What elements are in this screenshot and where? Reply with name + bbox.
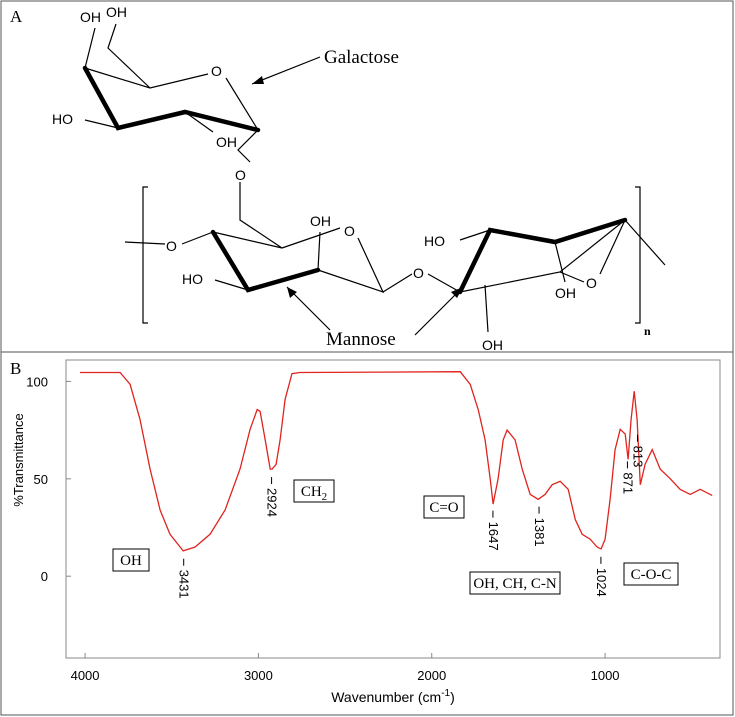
- y-tick-label: 0: [41, 569, 48, 584]
- x-tick-label: 2000: [417, 668, 446, 683]
- group-label-box: [293, 479, 335, 503]
- label-part: -1: [441, 688, 450, 699]
- atom-label: O: [211, 63, 222, 79]
- peak-label: 1381: [532, 518, 547, 547]
- y-tick-label: 100: [26, 374, 48, 389]
- label-part: CH: [301, 484, 322, 500]
- sugar-label: Mannose: [326, 329, 396, 350]
- atom-label: OH: [555, 285, 576, 301]
- peak-label: 2924: [265, 488, 280, 517]
- panel-letter: B: [10, 359, 21, 378]
- bond: [459, 219, 666, 333]
- spectrum-line: [80, 371, 713, 552]
- label-part: OH, CH, C-N: [473, 576, 557, 592]
- group-label: C=O: [429, 500, 458, 516]
- sugar-label: Galactose: [324, 47, 399, 68]
- atom-label: OH: [482, 337, 503, 353]
- atom-label: O: [413, 265, 424, 281]
- atom-label: OH: [106, 4, 127, 20]
- atom-label: OH: [80, 9, 101, 25]
- peak-label: 1647: [486, 522, 501, 551]
- label-part: ): [450, 689, 455, 705]
- group-label: C-O-C: [631, 567, 672, 583]
- atom-label: O: [586, 275, 597, 291]
- label-part: C=O: [429, 500, 458, 516]
- label-part: OH: [120, 553, 142, 569]
- label-part: 2: [322, 491, 328, 503]
- group-label-box: [623, 562, 679, 586]
- repeat-label: n: [644, 324, 651, 338]
- peak-label: 813: [630, 446, 645, 468]
- label-part: C-O-C: [631, 567, 672, 583]
- structure: OH OH O HO OH O O OH O HO O HO OH O OH G…: [52, 4, 666, 353]
- peak-label: 3431: [177, 570, 192, 599]
- x-tick-label: 3000: [244, 668, 273, 683]
- atom-label: HO: [182, 271, 203, 287]
- bond: [84, 23, 259, 163]
- peak-label: 1024: [594, 568, 609, 597]
- group-label: OH: [120, 553, 142, 569]
- atom-label: OH: [216, 134, 237, 150]
- bond: [210, 229, 321, 293]
- atom-label: HO: [424, 233, 445, 249]
- spectrum-chart: 4000 3000 2000 1000 100 50 0 %Transmittance Wave…: [11, 359, 721, 705]
- group-label-box: [423, 495, 465, 519]
- bond: [124, 182, 461, 294]
- atom-label: O: [344, 223, 355, 239]
- x-axis-label: Wavenumber (cm-1): [331, 688, 455, 705]
- group-label-box: [112, 548, 150, 572]
- peak-label: 871: [620, 472, 635, 494]
- bond: [457, 217, 628, 295]
- bond: [82, 65, 261, 133]
- group-label: CH2: [301, 484, 327, 503]
- atom-label: OH: [310, 213, 331, 229]
- atom-label: HO: [52, 111, 73, 127]
- y-axis-label: %Transmittance: [11, 413, 26, 506]
- plot-frame: [65, 359, 721, 659]
- x-tick-label: 4000: [71, 668, 100, 683]
- repeat-bracket: [142, 186, 641, 324]
- atom-label: O: [166, 238, 177, 254]
- label-part: Wavenumber (cm: [331, 689, 441, 705]
- group-label-box: [469, 571, 561, 595]
- group-label: OH, CH, C-N: [473, 576, 557, 592]
- x-tick-label: 1000: [591, 668, 620, 683]
- y-tick-label: 50: [34, 472, 48, 487]
- panel-letter: A: [10, 7, 23, 26]
- atom-label: O: [235, 167, 246, 183]
